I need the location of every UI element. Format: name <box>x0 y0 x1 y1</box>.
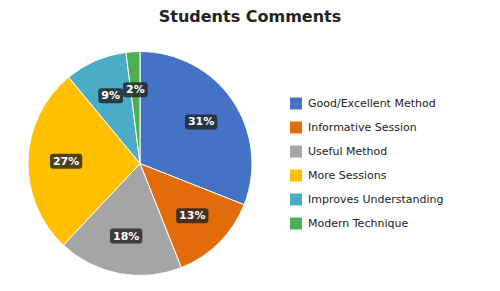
legend-label: Improves Understanding <box>308 193 444 206</box>
legend-item: Good/Excellent Method <box>290 97 436 110</box>
data-label-group: 18% <box>110 229 142 244</box>
legend-swatch <box>290 98 302 110</box>
data-label-group: 27% <box>50 154 82 169</box>
legend-item: Informative Session <box>290 121 417 134</box>
legend-label: Useful Method <box>308 145 387 158</box>
chart: Students Comments 31% 13% 18% 27% 9% 2% Good/Ex… <box>0 0 500 291</box>
data-label: 27% <box>53 155 79 168</box>
slice <box>126 52 140 164</box>
data-label: 13% <box>179 209 205 222</box>
data-label: 18% <box>113 230 139 243</box>
title: Students Comments <box>159 7 342 26</box>
data-label: 9% <box>101 89 120 102</box>
legend-label: Modern Technique <box>308 217 408 230</box>
data-label-group: 2% <box>123 82 148 97</box>
legend-label: Good/Excellent Method <box>308 97 436 110</box>
data-label-box <box>176 208 208 223</box>
legend-swatch <box>290 170 302 182</box>
data-label-box <box>123 82 148 97</box>
data-label-box <box>50 154 82 169</box>
data-labels: 31% 13% 18% 27% 9% 2% <box>50 82 217 243</box>
data-label-group: 13% <box>176 208 208 223</box>
legend-swatch <box>290 122 302 134</box>
legend: Good/Excellent Method Informative Session… <box>290 97 444 230</box>
legend-label: Informative Session <box>308 121 417 134</box>
legend-item: Modern Technique <box>290 217 408 230</box>
data-label: 2% <box>126 83 145 96</box>
legend-swatch <box>290 194 302 206</box>
legend-swatch <box>290 146 302 158</box>
data-label: 31% <box>188 115 214 128</box>
pie <box>28 52 252 276</box>
legend-label: More Sessions <box>308 169 387 182</box>
data-label-group: 9% <box>98 88 123 103</box>
data-label-group: 31% <box>185 114 217 129</box>
legend-item: Improves Understanding <box>290 193 444 206</box>
legend-item: More Sessions <box>290 169 387 182</box>
slice <box>69 52 140 163</box>
data-label-box <box>185 114 217 129</box>
data-label-box <box>98 88 123 103</box>
legend-swatch <box>290 218 302 230</box>
legend-item: Useful Method <box>290 145 387 158</box>
data-label-box <box>110 229 142 244</box>
